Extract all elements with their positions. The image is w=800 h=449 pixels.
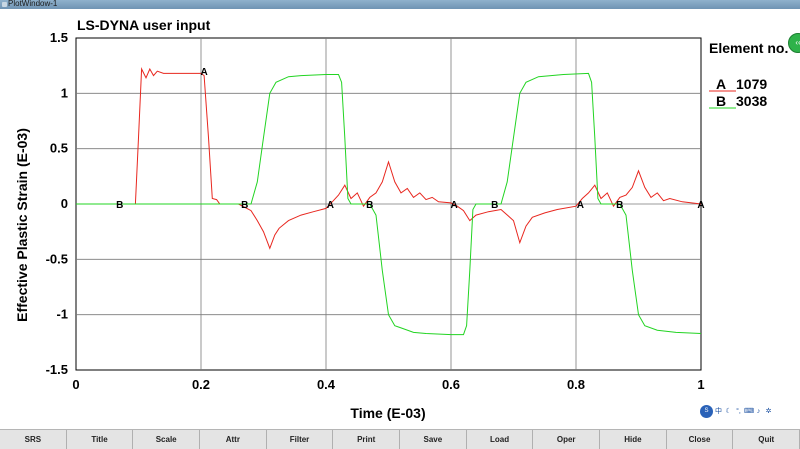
curve-marker-a: A (451, 200, 458, 211)
y-tick-label: 0.5 (50, 141, 68, 156)
x-tick-label: 0 (72, 377, 79, 392)
curve-marker-a: A (577, 200, 584, 211)
y-tick-label: 1 (61, 85, 68, 100)
legend-title: Element no. (709, 40, 788, 56)
attr-button[interactable]: Attr (200, 430, 267, 449)
y-tick-label: 0 (61, 196, 68, 211)
keyboard-icon[interactable]: ⌨ (744, 407, 755, 415)
curve-marker-a: A (201, 67, 208, 78)
y-axis-title: Effective Plastic Strain (E-03) (14, 128, 30, 322)
x-tick-label: 0.8 (567, 377, 585, 392)
curve-marker-b: B (116, 200, 123, 211)
title-button[interactable]: Title (67, 430, 134, 449)
y-tick-label: -0.5 (46, 251, 68, 266)
window-titlebar: PlotWindow-1 (0, 0, 800, 9)
plot-area: AA A A AB B B B B 0 0.2 0.4 0.6 0.8 11.510.50-0.5-1-… (14, 17, 788, 421)
legend-series-name: 1079 (736, 76, 767, 92)
chinese-input-icon[interactable]: 中 (715, 407, 722, 415)
series-layer (76, 67, 702, 336)
x-axis-title: Time (E-03) (350, 405, 425, 421)
legend-series-name: 3038 (736, 93, 767, 109)
x-tick-label: 0.6 (442, 377, 460, 392)
legend-marker-label: B (716, 93, 726, 109)
legend: Element no. A 1079 B 3038 (709, 40, 788, 109)
legend-marker-label: A (716, 76, 726, 92)
scale-button[interactable]: Scale (133, 430, 201, 449)
y-tick-label: 1.5 (50, 30, 68, 45)
save-button[interactable]: Save (400, 430, 467, 449)
window-title: PlotWindow-1 (8, 0, 58, 8)
x-tick-label: 0.2 (192, 377, 210, 392)
oper-button[interactable]: Oper (533, 430, 601, 449)
settings-icon[interactable]: ✲ (765, 407, 772, 415)
curve-marker-a: A (697, 200, 704, 211)
load-button[interactable]: Load (467, 430, 534, 449)
moon-icon[interactable]: ☾ (725, 407, 732, 415)
curve-marker-a: A (327, 200, 334, 211)
microphone-icon[interactable]: ♪ (756, 407, 761, 415)
series-line-a (76, 67, 702, 250)
ime-tray: S 中 ☾ °, ⌨ ♪ ✲ (700, 403, 796, 419)
punctuation-icon[interactable]: °, (736, 407, 741, 415)
x-tick-label: 1 (697, 377, 704, 392)
tick-labels: 0 0.2 0.4 0.6 0.8 1 1.5 1 0.5 0 -0.5 -1 -1.5 (46, 30, 705, 392)
toolbar: SRS Title Scale Attr Filter Print Save Load Oper… (0, 429, 800, 449)
print-button[interactable]: Print (333, 430, 401, 449)
curve-marker-b: B (616, 200, 623, 211)
marker-layer: A A A A A B B B B B (116, 67, 704, 211)
y-tick-label: -1 (56, 307, 68, 322)
curve-marker-b: B (366, 200, 373, 211)
filter-button[interactable]: Filter (267, 430, 334, 449)
chart-title: LS-DYNA user input (77, 17, 211, 33)
curve-marker-b: B (241, 200, 248, 211)
srs-button[interactable]: SRS (0, 430, 67, 449)
close-button[interactable]: Close (667, 430, 734, 449)
quit-button[interactable]: Quit (733, 430, 800, 449)
hide-button[interactable]: Hide (600, 430, 667, 449)
app-logo-icon[interactable]: S (700, 404, 713, 418)
side-expand-button[interactable]: ‹‹ (788, 33, 800, 53)
y-tick-label: -1.5 (46, 362, 68, 377)
x-tick-label: 0.4 (317, 377, 336, 392)
curve-marker-b: B (491, 200, 498, 211)
series-line-b (76, 72, 702, 336)
window-icon (2, 2, 7, 7)
